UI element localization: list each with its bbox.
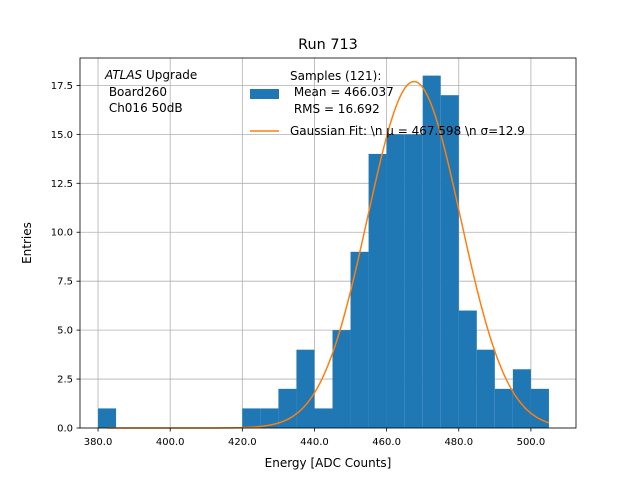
legend-samples-line-2: Mean = 466.037 xyxy=(290,85,394,99)
x-tick-label: 400.0 xyxy=(156,437,185,448)
histogram-bar xyxy=(314,408,333,428)
histogram-bar xyxy=(404,134,423,428)
histogram-bar xyxy=(332,330,351,428)
axes-frame xyxy=(79,57,577,429)
histogram-bar xyxy=(278,388,297,428)
histogram-bar xyxy=(458,310,477,428)
x-tick-label: 460.0 xyxy=(372,437,401,448)
histogram-bar xyxy=(350,251,369,428)
annotation-title: ATLAS Upgrade xyxy=(104,68,197,82)
histogram-bar xyxy=(440,95,459,428)
y-tick-label: 0.0 xyxy=(57,424,73,435)
histogram-bar xyxy=(296,349,315,428)
y-tick-label: 15.0 xyxy=(51,130,73,141)
histogram-bar xyxy=(242,408,261,428)
histogram-bar xyxy=(476,349,495,428)
x-axis-label: Energy [ADC Counts] xyxy=(265,456,392,470)
chart-title: Run 713 xyxy=(298,37,358,53)
histogram-bar xyxy=(386,134,405,428)
histogram-bar xyxy=(260,408,279,428)
x-tick-label: 420.0 xyxy=(228,437,257,448)
histogram-bar xyxy=(98,408,117,428)
histogram-bar xyxy=(512,369,531,428)
y-tick-label: 7.5 xyxy=(57,277,73,288)
histogram-bars xyxy=(98,75,549,429)
legend-samples-swatch xyxy=(250,89,279,99)
x-tick-label: 380.0 xyxy=(84,437,113,448)
atlas-annotation: ATLAS Upgrade Board260 Ch016 50dB xyxy=(104,68,197,115)
histogram-bar xyxy=(422,75,441,428)
y-tick-label: 17.5 xyxy=(51,81,73,92)
histogram-bar xyxy=(530,388,549,428)
x-tick-label: 480.0 xyxy=(444,437,473,448)
y-tick-label: 10.0 xyxy=(51,228,73,239)
annotation-board: Board260 xyxy=(105,85,167,99)
annotation-upgrade: Upgrade xyxy=(142,68,197,82)
x-tick-label: 500.0 xyxy=(517,437,546,448)
histogram-bar xyxy=(494,388,513,428)
y-tick-label: 5.0 xyxy=(57,326,73,337)
y-tick-label: 2.5 xyxy=(57,375,73,386)
annotation-atlas: ATLAS xyxy=(104,68,143,82)
legend-samples-line-1: Samples (121): xyxy=(290,69,381,83)
legend: Samples (121): Mean = 466.037 RMS = 16.6… xyxy=(250,69,525,138)
y-tick-label: 12.5 xyxy=(51,179,73,190)
legend-samples-line-3: RMS = 16.692 xyxy=(290,102,380,116)
x-axis-ticks: 380.0 400.0 420.0 440.0 460.0 480.0 500.0 xyxy=(84,428,546,448)
histogram-bar xyxy=(368,153,387,429)
y-axis-ticks: 0.0 2.5 5.0 7.5 10.0 12.5 15.0 17.5 xyxy=(51,81,80,435)
legend-fit-label: Gaussian Fit: \n μ = 467.598 \n σ=12.9 xyxy=(290,124,525,138)
y-axis-label: Entries xyxy=(20,222,34,264)
x-tick-label: 440.0 xyxy=(300,437,329,448)
annotation-channel: Ch016 50dB xyxy=(105,101,183,115)
